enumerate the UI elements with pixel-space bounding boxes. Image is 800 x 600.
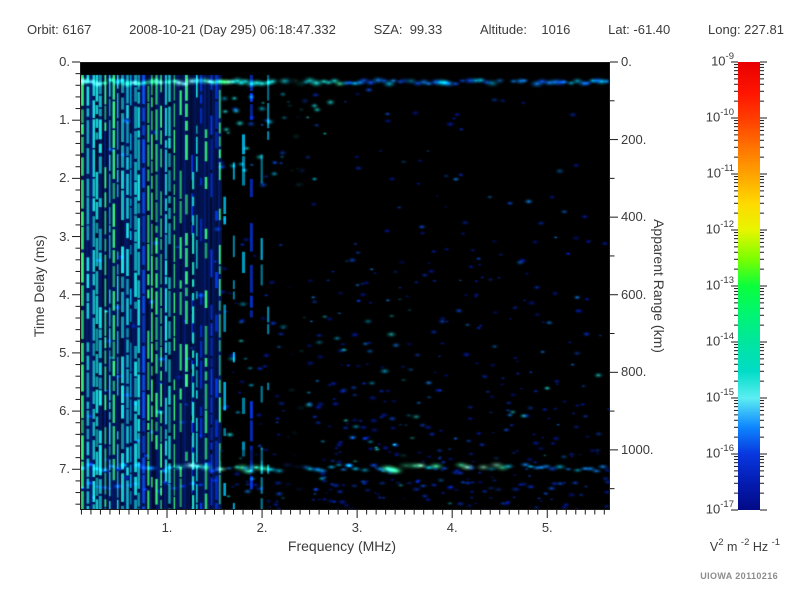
x-tick-label: 4. <box>446 520 458 535</box>
x-tick-label: 2. <box>256 520 268 535</box>
header-item-2: SZA: 99.33 <box>373 22 443 37</box>
time-delay-tick-label: 1. <box>59 112 70 128</box>
colorbar-tick-label: 10-14 <box>705 331 734 349</box>
ionogram-spectrogram <box>80 62 610 510</box>
apparent-range-tick-label: 200. <box>621 131 647 147</box>
apparent-range-tick-label: 400. <box>621 209 647 225</box>
x-tick-label: 1. <box>161 520 173 535</box>
time-delay-tick-label: 0. <box>59 54 70 70</box>
colorbar-tick-label: 10-13 <box>705 275 734 293</box>
time-delay-tick-label: 7. <box>59 461 70 477</box>
colorbar-tick-label: 10-9 <box>711 51 734 69</box>
time-delay-tick-label: 5. <box>59 345 70 361</box>
watermark: UIOWA 20110216 <box>700 571 778 581</box>
time-delay-tick-label: 3. <box>59 228 70 244</box>
apparent-range-tick-label: 0. <box>621 54 632 70</box>
apparent-range-tick-label: 800. <box>621 364 647 380</box>
colorbar-tick-label: 10-10 <box>705 107 734 125</box>
y-axis-label-left: Time Delay (ms) <box>31 234 47 338</box>
colorbar-tick-label: 10-15 <box>705 387 734 405</box>
time-delay-tick-label: 4. <box>59 286 70 302</box>
colorbar-tick-label: 10-12 <box>705 219 734 237</box>
header-item-3: Altitude: 1016 <box>480 22 571 37</box>
spectrogram-plot <box>80 62 610 510</box>
x-axis-label: Frequency (MHz) <box>287 538 397 554</box>
colorbar-tick-label: 10-16 <box>705 443 734 461</box>
apparent-range-tick-label: 600. <box>621 286 647 302</box>
time-delay-tick-label: 6. <box>59 403 70 419</box>
colorbar <box>738 62 760 510</box>
header-item-4: Lat: -61.40 <box>608 22 671 37</box>
colorbar-tick-label: 10-11 <box>706 163 735 181</box>
header-item-0: Orbit: 6167 <box>27 22 92 37</box>
x-tick-label: 3. <box>351 520 363 535</box>
header-item-1: 2008-10-21 (Day 295) 06:18:47.332 <box>129 22 336 37</box>
header-info: Orbit: 6167 2008-10-21 (Day 295) 06:18:47… <box>27 22 784 37</box>
time-delay-tick-label: 2. <box>59 170 70 186</box>
colorbar-units-label: V2 m -2 Hz -1 <box>709 536 781 555</box>
x-tick-label: 5. <box>541 520 553 535</box>
colorbar-tick-label: 10-17 <box>705 499 734 517</box>
header-item-5: Long: 227.81 <box>708 22 784 37</box>
y-axis-label-right: Apparent Range (km) <box>651 219 667 353</box>
apparent-range-tick-label: 1000. <box>621 442 654 458</box>
